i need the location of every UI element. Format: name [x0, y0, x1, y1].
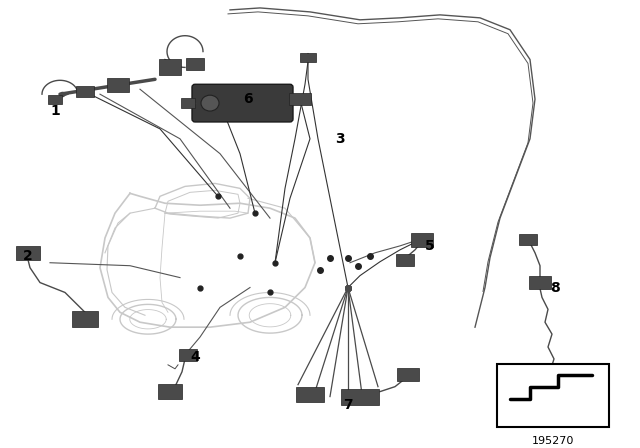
FancyBboxPatch shape [181, 98, 195, 108]
Text: 8: 8 [550, 280, 560, 294]
FancyBboxPatch shape [76, 86, 94, 97]
Text: 195270: 195270 [532, 436, 574, 446]
FancyBboxPatch shape [519, 234, 537, 246]
Text: 7: 7 [343, 397, 353, 412]
Text: 2: 2 [23, 249, 33, 263]
FancyBboxPatch shape [543, 382, 565, 396]
FancyBboxPatch shape [186, 59, 204, 70]
FancyBboxPatch shape [107, 78, 129, 92]
FancyBboxPatch shape [397, 368, 419, 381]
Text: 5: 5 [425, 239, 435, 253]
FancyBboxPatch shape [411, 233, 433, 247]
FancyBboxPatch shape [300, 52, 316, 62]
FancyBboxPatch shape [289, 93, 311, 105]
FancyBboxPatch shape [179, 349, 197, 361]
FancyBboxPatch shape [72, 311, 98, 327]
FancyBboxPatch shape [192, 84, 293, 122]
FancyBboxPatch shape [48, 95, 62, 103]
FancyBboxPatch shape [396, 254, 414, 266]
Text: 3: 3 [335, 132, 345, 146]
FancyBboxPatch shape [16, 246, 40, 260]
FancyBboxPatch shape [341, 388, 379, 405]
FancyBboxPatch shape [158, 384, 182, 399]
Text: 1: 1 [50, 104, 60, 118]
FancyBboxPatch shape [497, 364, 609, 427]
FancyBboxPatch shape [529, 276, 551, 289]
Ellipse shape [201, 95, 219, 111]
FancyBboxPatch shape [296, 387, 324, 402]
Text: 6: 6 [243, 92, 253, 106]
Text: 4: 4 [190, 350, 200, 364]
FancyBboxPatch shape [159, 60, 181, 75]
